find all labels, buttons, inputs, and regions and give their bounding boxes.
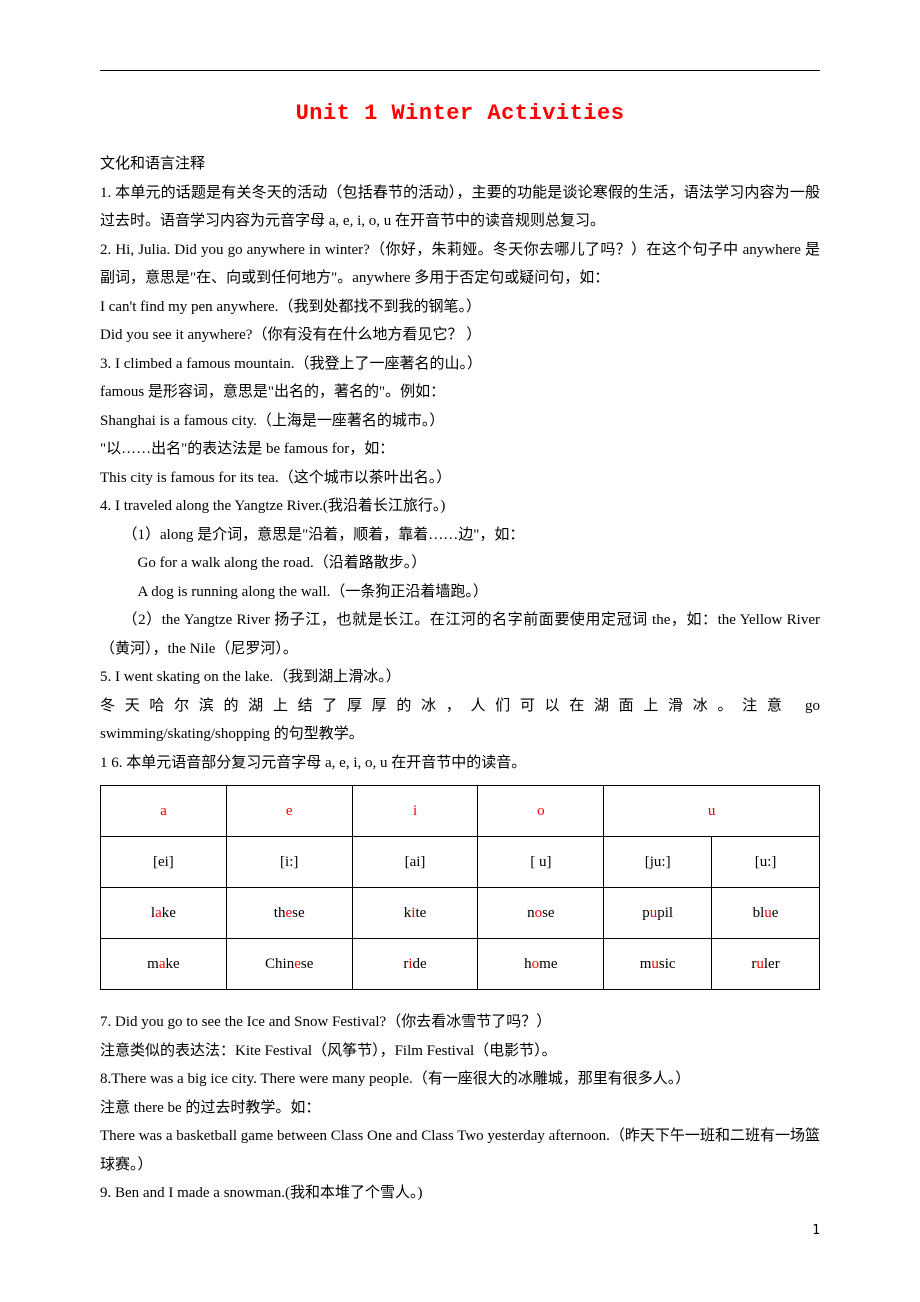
table-word-cell: these bbox=[226, 888, 352, 939]
body-text-2: 7. Did you go to see the Ice and Snow Fe… bbox=[100, 1008, 820, 1208]
para-8a: 注意 there be 的过去时教学。如： bbox=[100, 1094, 820, 1123]
para-2b: Did you see it anywhere?（你有没有在什么地方看见它？ ） bbox=[100, 321, 820, 350]
table-word-cell: music bbox=[604, 939, 712, 990]
para-1: 1. 本单元的话题是有关冬天的活动（包括春节的活动），主要的功能是谈论寒假的生活… bbox=[100, 179, 820, 236]
para-3: 3. I climbed a famous mountain.（我登上了一座著名… bbox=[100, 350, 820, 379]
table-word-cell: kite bbox=[352, 888, 478, 939]
para-3d: This city is famous for its tea.（这个城市以茶叶… bbox=[100, 464, 820, 493]
para-6: 1 6. 本单元语音部分复习元音字母 a, e, i, o, u 在开音节中的读… bbox=[100, 749, 820, 778]
table-word-cell: blue bbox=[712, 888, 820, 939]
unit-title: Unit 1 Winter Activities bbox=[100, 101, 820, 126]
para-4a: （1）along 是介词，意思是"沿着，顺着，靠着……边"，如： bbox=[100, 521, 820, 550]
table-header-cell: i bbox=[352, 786, 478, 837]
table-word-cell: home bbox=[478, 939, 604, 990]
para-4c: A dog is running along the wall.（一条狗正沿着墙… bbox=[100, 578, 820, 607]
body-text: 文化和语言注释 1. 本单元的话题是有关冬天的活动（包括春节的活动），主要的功能… bbox=[100, 150, 820, 777]
table-word-cell: ride bbox=[352, 939, 478, 990]
para-5a-pre: 冬天哈尔滨的湖上结了厚厚的冰，人们可以在湖面上滑冰。注意 go bbox=[100, 692, 820, 721]
table-cell: [i:] bbox=[226, 837, 352, 888]
para-5: 5. I went skating on the lake.（我到湖上滑冰。） bbox=[100, 663, 820, 692]
table-word-cell: make bbox=[101, 939, 227, 990]
table-word-cell: Chinese bbox=[226, 939, 352, 990]
table-word-cell: pupil bbox=[604, 888, 712, 939]
table-word-cell: nose bbox=[478, 888, 604, 939]
table-cell: [ju:] bbox=[604, 837, 712, 888]
para-5a-post: swimming/skating/shopping 的句型教学。 bbox=[100, 720, 820, 749]
para-9: 9. Ben and I made a snowman.(我和本堆了个雪人。) bbox=[100, 1179, 820, 1208]
para-3b: Shanghai is a famous city.（上海是一座著名的城市。） bbox=[100, 407, 820, 436]
top-rule bbox=[100, 70, 820, 71]
table-header-cell: o bbox=[478, 786, 604, 837]
table-cell: [ u] bbox=[478, 837, 604, 888]
table-header-cell: e bbox=[226, 786, 352, 837]
table-word-cell: lake bbox=[101, 888, 227, 939]
table-word-cell: ruler bbox=[712, 939, 820, 990]
page: Unit 1 Winter Activities 文化和语言注释 1. 本单元的… bbox=[0, 0, 920, 1258]
table-cell: [u:] bbox=[712, 837, 820, 888]
para-8b: There was a basketball game between Clas… bbox=[100, 1122, 820, 1179]
para-8: 8.There was a big ice city. There were m… bbox=[100, 1065, 820, 1094]
para-4b: Go for a walk along the road.（沿着路散步。） bbox=[100, 549, 820, 578]
para-2a: I can't find my pen anywhere.（我到处都找不到我的钢… bbox=[100, 293, 820, 322]
para-7: 7. Did you go to see the Ice and Snow Fe… bbox=[100, 1008, 820, 1037]
section-header: 文化和语言注释 bbox=[100, 150, 820, 179]
table-cell: [ei] bbox=[101, 837, 227, 888]
table-cell: [ai] bbox=[352, 837, 478, 888]
table-header-cell: u bbox=[604, 786, 820, 837]
para-4d: （2）the Yangtze River 扬子江，也就是长江。在江河的名字前面要… bbox=[100, 606, 820, 663]
phonetics-table: aeiou [ei][i:][ai][ u][ju:][u:] lakethesek… bbox=[100, 785, 820, 990]
table-header-cell: a bbox=[101, 786, 227, 837]
page-number: 1 bbox=[812, 1223, 820, 1238]
para-3c: "以……出名"的表达法是 be famous for，如： bbox=[100, 435, 820, 464]
para-4: 4. I traveled along the Yangtze River.(我… bbox=[100, 492, 820, 521]
para-2: 2. Hi, Julia. Did you go anywhere in win… bbox=[100, 236, 820, 293]
para-7a: 注意类似的表达法：Kite Festival（风筝节），Film Festiva… bbox=[100, 1037, 820, 1066]
para-3a: famous 是形容词，意思是"出名的，著名的"。例如： bbox=[100, 378, 820, 407]
